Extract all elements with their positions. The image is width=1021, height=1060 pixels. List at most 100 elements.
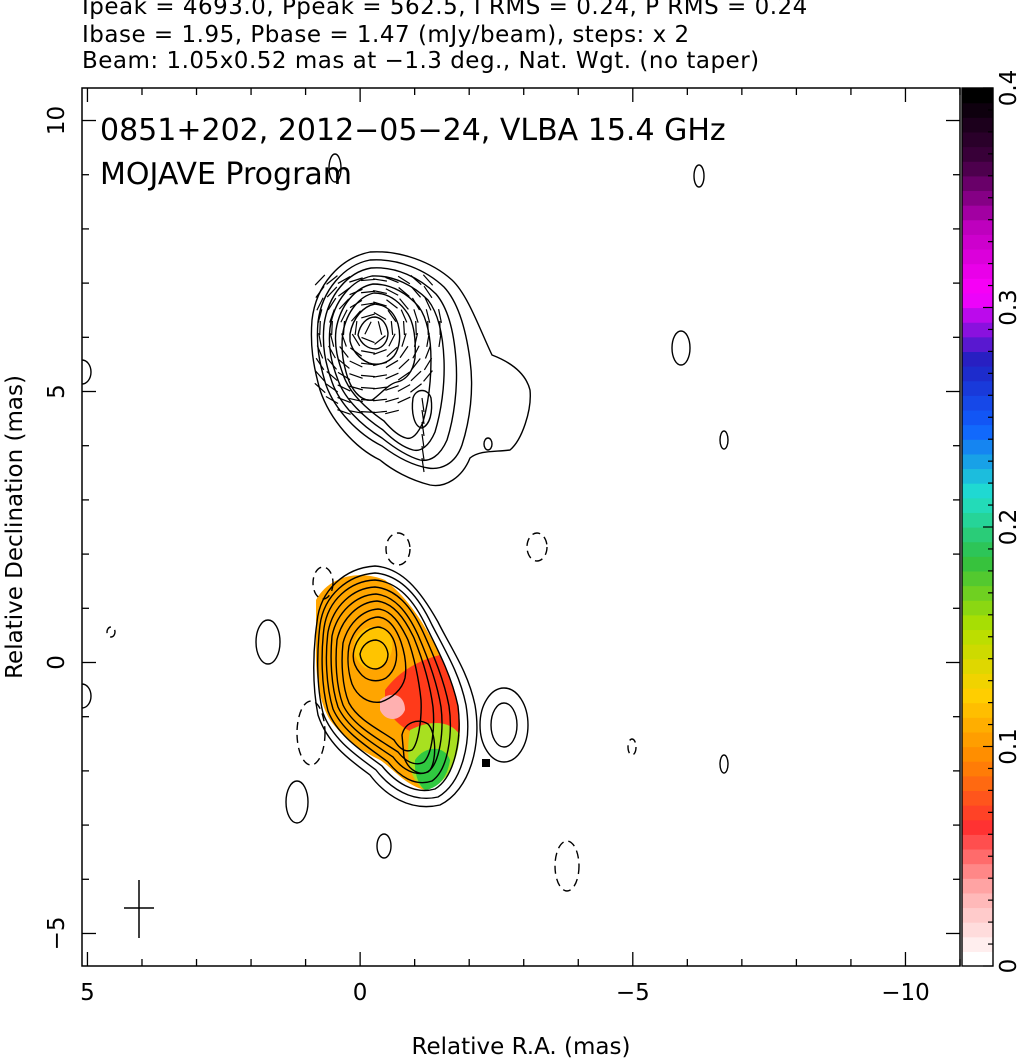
polarization-vector [351,333,361,347]
colorbar-swatch [962,190,993,206]
contour [321,579,460,792]
contour [313,565,478,808]
polarization-vector [331,320,333,336]
polarization-vector [360,399,376,401]
polarization-vector [399,298,409,310]
contour [328,153,342,183]
polarization-vector [411,297,421,311]
contour [341,292,416,401]
colorbar-swatch [962,922,993,938]
negative-contour [526,532,548,562]
colorbar-swatch [962,658,993,674]
colorbar-swatch [962,248,993,265]
colorbar-swatch [962,292,993,309]
polarization-vector [421,445,425,461]
polarization-vector [413,333,419,347]
polarization-vector [386,299,398,309]
polarization-vector [316,297,324,311]
polarization-vector [424,297,432,311]
polarization-vector [314,274,326,286]
colorbar-swatch [962,131,993,148]
polarization-vector [423,357,433,371]
polarization-vector [385,385,399,391]
colorbar-swatch [962,863,993,879]
colorbar-swatch [962,614,993,631]
colorbar-swatch [962,805,993,821]
polarization-vector [338,287,350,297]
polarization-vector [385,359,399,369]
colorbar-swatch [962,439,993,455]
annotation-program: MOJAVE Program [100,157,352,192]
colorbar-swatch [962,892,993,909]
polarization-vector [317,309,323,323]
contour [719,430,729,450]
polarization-vector [423,285,433,299]
polarization-vector [372,398,388,402]
colorbar-swatch [962,395,993,411]
negative-contour [296,700,326,766]
polarization-vector [400,309,408,323]
y-tick-label: −5 [44,917,70,951]
colorbar-swatch [962,878,993,894]
colorbar-tick-label: 0.4 [996,70,1021,107]
colorbar-swatch [962,819,993,835]
colorbar-swatch [962,146,993,162]
colorbar-swatch [962,366,993,382]
polarization-vector [425,309,431,323]
polarization-vector [316,345,324,359]
polarization-vector [314,370,326,382]
polarization-vector [421,421,425,437]
contour [285,780,309,824]
polarization-vector [325,396,339,404]
contour [482,759,490,767]
colorbar-swatch [962,497,993,513]
polarization-vector [373,374,387,378]
polarization-vector [412,345,420,359]
polarization-vector [325,383,339,393]
contour [335,600,435,765]
polarization-vector [373,301,387,307]
polarization-vector [315,357,325,371]
contour [359,639,389,670]
beam-marker [124,880,154,938]
polarization-vector [387,309,397,323]
colorbar-swatch [962,848,993,865]
contour [347,616,407,703]
polarization-vector [410,370,422,382]
annotation-source: 0851+202, 2012−05−24, VLBA 15.4 GHz [100,113,726,148]
x-tick-label: −5 [616,980,650,1006]
polarization-vector [329,309,335,323]
polarization-vector [398,358,410,370]
contour [341,608,422,752]
colorbar-swatch [962,687,993,704]
polarization-vector [349,277,363,283]
x-tick-label: −10 [881,980,930,1006]
contour [671,330,691,366]
polarization-vector [411,358,421,370]
colorbar-swatch [962,731,993,748]
polarization-vector [438,332,442,348]
polarization-vector [360,278,376,282]
intensity-contours [82,153,729,892]
contour [328,275,445,452]
colorbar-swatch [962,761,993,777]
polarization-vector [398,287,410,297]
polarization-vector [337,276,351,284]
contour [490,702,518,748]
contour [325,586,452,784]
colorbar-swatch [962,834,993,850]
contour [401,720,436,774]
polarization-vector [349,410,363,414]
colorbar-swatch [962,936,993,952]
axis-tick-labels: 5 0 −5 −10 −5 0 5 10 [44,106,930,1006]
colorbar-swatch [962,307,993,323]
colorbar-tick-label: 0.1 [996,728,1021,765]
polarization-vector [354,320,358,336]
contour [322,267,458,462]
x-axis-label: Relative R.A. (mas) [412,1034,631,1060]
polarization-vector [326,286,338,298]
polarization-vector [397,275,411,285]
polarization-vector [399,345,409,359]
y-tick-label: 0 [44,655,70,670]
colorbar-tick-label: 0.2 [996,509,1021,546]
